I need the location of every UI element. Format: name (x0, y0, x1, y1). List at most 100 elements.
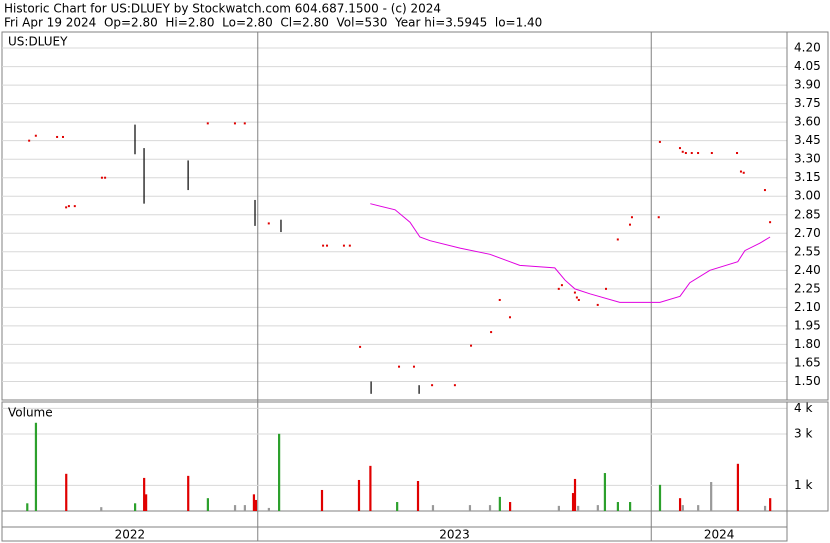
price-dot (769, 221, 772, 224)
y-tick-label: 4 k (794, 401, 812, 415)
price-dot (243, 122, 246, 125)
y-tick-label: 3.90 (794, 78, 821, 92)
panel-frame (1, 31, 829, 401)
price-dot (61, 135, 64, 138)
price-dot (596, 303, 599, 306)
volume-bar (736, 463, 740, 511)
price-dot (604, 287, 607, 290)
price-dot (431, 384, 434, 387)
price-dot (681, 150, 684, 153)
y-tick-label: 3 k (794, 427, 812, 441)
price-dot (739, 170, 742, 173)
price-dot (322, 244, 325, 247)
header-title: Historic Chart for US:DLUEY by Stockwatc… (4, 2, 441, 16)
volume-bar (233, 505, 237, 511)
y-tick-label: 2.85 (794, 207, 821, 221)
price-dot (398, 365, 401, 368)
volume-bar (34, 422, 38, 511)
price-dot (557, 287, 560, 290)
volume-bar (616, 502, 620, 511)
price-dot (498, 298, 501, 301)
volume-bar (133, 503, 137, 511)
price-dot (56, 135, 59, 138)
y-tick-label: 2.70 (794, 226, 821, 240)
x-tick-label: 2024 (704, 528, 735, 542)
volume-bar (557, 505, 560, 511)
price-dot (104, 176, 107, 179)
y-tick-label: 3.30 (794, 152, 821, 166)
price-dot (658, 140, 661, 143)
x-tick-label: 2023 (439, 528, 470, 542)
volume-bar (278, 433, 281, 511)
volume-bar (710, 482, 713, 511)
y-tick-label: 2.55 (794, 244, 821, 258)
volume-bar (187, 475, 190, 511)
price-dot (684, 152, 687, 155)
y-tick-label: 1.65 (794, 355, 821, 369)
volume-bar (252, 494, 256, 511)
symbol-label: US:DLUEY (8, 35, 68, 49)
price-dot (65, 206, 68, 209)
volume-bar (143, 477, 146, 511)
price-dot (34, 134, 37, 137)
volume-bar (26, 503, 29, 511)
volume-bar (206, 498, 209, 511)
price-panel: 4.20 4.05 3.90 3.75 3.60 3.45 3.30 3.15 3.00 2.85… (1, 31, 829, 542)
price-dot (657, 216, 660, 219)
volume-bar (658, 484, 662, 511)
volume-bar (320, 489, 324, 511)
price-dot (690, 152, 693, 155)
volume-bar (571, 493, 575, 511)
panel-frame (1, 401, 829, 512)
volume-bar (369, 465, 372, 511)
volume-bar (416, 480, 420, 511)
volume-bar (769, 498, 772, 511)
price-dot (100, 176, 103, 179)
volume-bar (431, 505, 435, 511)
volume-bar (629, 502, 632, 511)
volume-bar (488, 505, 492, 511)
volume-bar (267, 507, 270, 511)
volume-bar (243, 505, 246, 511)
price-dot (267, 222, 270, 225)
volume-bar (763, 505, 767, 511)
price-dot (742, 171, 745, 174)
y-tick-label: 3.15 (794, 170, 821, 184)
volume-bar (681, 505, 684, 511)
volume-bar (468, 505, 472, 511)
y-tick-label: 3.00 (794, 189, 821, 203)
moving-average (370, 203, 771, 303)
y-tick-label: 1.95 (794, 318, 821, 332)
price-dot (326, 244, 329, 247)
volume-bar (603, 473, 607, 511)
volume-bar (577, 505, 580, 511)
price-dot (629, 223, 631, 226)
volume-bar (65, 473, 68, 511)
price-dot (763, 189, 766, 192)
y-tick-label: 1.50 (794, 374, 821, 388)
price-dot (67, 205, 70, 208)
y-tick-label: 3.45 (794, 133, 821, 147)
price-dot (736, 152, 739, 155)
price-dot (575, 296, 578, 299)
price-dot (573, 291, 576, 294)
price-dot (73, 205, 76, 208)
volume-bar (508, 502, 512, 511)
y-tick-label: 3.75 (794, 96, 821, 110)
y-tick-label: 1.80 (794, 337, 821, 351)
volume-bar (596, 505, 599, 511)
volume-bar (573, 478, 577, 511)
price-dot (453, 384, 456, 387)
y-tick-label: 3.60 (794, 115, 821, 129)
price-dot (508, 316, 511, 319)
volume-bar (697, 505, 700, 511)
volume-panel: 4 k 3 k 1 k (1, 401, 829, 512)
price-dot (710, 152, 713, 155)
price-dot (678, 147, 681, 150)
price-dot (412, 365, 415, 368)
y-tick-label: 2.10 (794, 300, 821, 314)
price-dot (616, 238, 619, 241)
volume-bar (498, 496, 501, 511)
